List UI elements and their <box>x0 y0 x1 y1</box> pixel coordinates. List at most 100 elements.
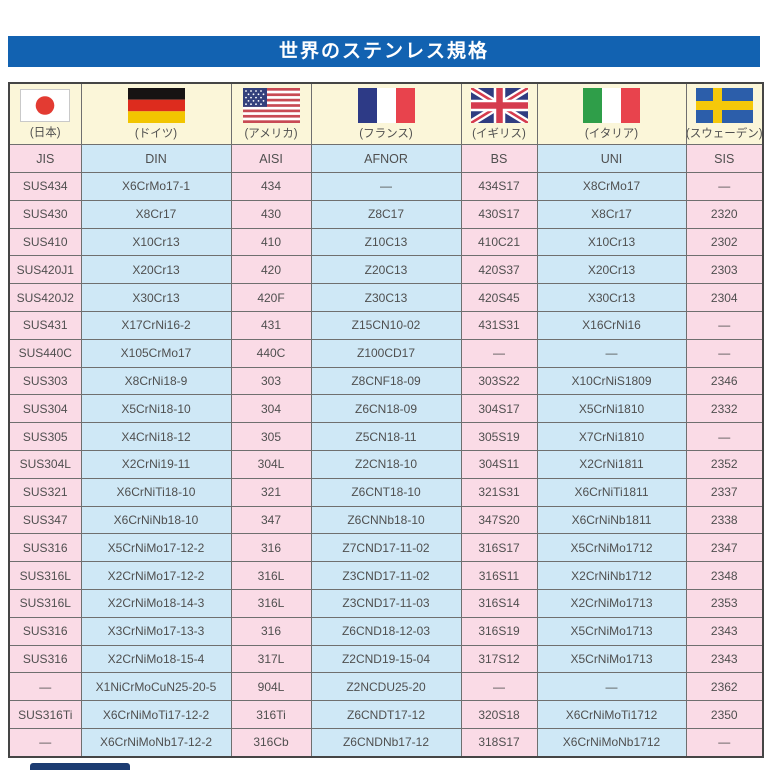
italy-flag-icon <box>583 87 640 123</box>
table-cell: 316S14 <box>460 588 538 618</box>
table-cell: X6CrMo17-1 <box>80 172 232 201</box>
table-cell: — <box>8 727 82 758</box>
table-cell: X30Cr13 <box>536 283 687 312</box>
table-cell: 316L <box>230 588 312 618</box>
country-label: (ドイツ) <box>134 127 178 140</box>
table-cell: Z3CND17-11-02 <box>310 561 462 590</box>
country-label: (イタリア) <box>584 127 639 140</box>
table-cell: X105CrMo17 <box>80 338 232 368</box>
table-cell: SUS304L <box>8 449 82 479</box>
table-cell: SUS316L <box>8 588 82 618</box>
table-row: SUS316 X5CrNiMo17-12-2 316 Z7CND17-11-02 316… <box>8 533 764 563</box>
table-cell: 2362 <box>685 672 764 702</box>
table-cell: X2CrNi19-11 <box>80 449 232 479</box>
table-cell: X6CrNiTi1811 <box>536 477 687 507</box>
table-cell: X10CrNiS1809 <box>536 366 687 396</box>
table-cell: 316S19 <box>460 616 538 646</box>
table-row: SUS430 X8Cr17 430 Z8C17 430S17 X8Cr17 2320 <box>8 199 764 229</box>
table-cell: 305 <box>230 422 312 451</box>
table-cell: 304 <box>230 394 312 424</box>
table-row: SUS305 X4CrNi18-12 305 Z5CN18-11 305S19 X7CrN… <box>8 422 764 451</box>
table-cell: Z8C17 <box>310 199 462 229</box>
table-cell: 303 <box>230 366 312 396</box>
table-cell: SUS305 <box>8 422 82 451</box>
table-cell: Z6CND18-12-03 <box>310 616 462 646</box>
table-cell: 316S11 <box>460 561 538 590</box>
table-cell: Z8CNF18-09 <box>310 366 462 396</box>
table-cell: X20Cr13 <box>80 255 232 285</box>
table-cell: 316 <box>230 616 312 646</box>
table-cell: 2346 <box>685 366 764 396</box>
table-row: SUS304 X5CrNi18-10 304 Z6CN18-09 304S17 X5CrN… <box>8 394 764 424</box>
table-cell: — <box>536 672 687 702</box>
standard-header-sis: SIS <box>685 144 764 173</box>
table-cell: 304S17 <box>460 394 538 424</box>
table-cell: 2350 <box>685 700 764 729</box>
table-cell: Z10C13 <box>310 227 462 257</box>
table-cell: 430 <box>230 199 312 229</box>
uk-flag-icon <box>468 84 530 126</box>
table-cell: X8Cr17 <box>80 199 232 229</box>
table-cell: SUS420J1 <box>8 255 82 285</box>
table-cell: X2CrNiMo18-15-4 <box>80 644 232 674</box>
table-row: SUS316L X2CrNiMo18-14-3 316L Z3CND17-11-03 3… <box>8 588 764 618</box>
table-cell: X5CrNi1810 <box>536 394 687 424</box>
table-cell: 2337 <box>685 477 764 507</box>
table-cell: X2CrNiMo1713 <box>536 588 687 618</box>
table-row: SUS316 X2CrNiMo18-15-4 317L Z2CND19-15-04 31… <box>8 644 764 674</box>
table-cell: 440C <box>230 338 312 368</box>
table-cell: X10Cr13 <box>80 227 232 257</box>
table-cell: 321 <box>230 477 312 507</box>
country-label: (日本) <box>29 126 61 139</box>
table-row: SUS440C X105CrMo17 440C Z100CD17— — — <box>8 338 764 368</box>
table-cell: — <box>685 310 764 340</box>
table-cell: 2352 <box>685 449 764 479</box>
table-cell: X2CrNiNb1712 <box>536 561 687 590</box>
table-cell: 2343 <box>685 616 764 646</box>
country-label: (イギリス) <box>472 127 526 140</box>
table-cell: Z6CNDT17-12 <box>310 700 462 729</box>
table-cell: 2304 <box>685 283 764 312</box>
table-cell: SUS316L <box>8 561 82 590</box>
country-header-cell: (ドイツ) <box>80 82 232 145</box>
standard-header-din: DIN <box>80 144 232 173</box>
table-cell: 2343 <box>685 644 764 674</box>
table-cell: — <box>685 338 764 368</box>
table-row: SUS431 X17CrNi16-2 431 Z15CN10-02 431S31 X16C… <box>8 310 764 340</box>
table-cell: 347S20 <box>460 505 538 535</box>
table-cell: SUS303 <box>8 366 82 396</box>
table-cell: X16CrNi16 <box>536 310 687 340</box>
table-cell: X6CrNiNb18-10 <box>80 505 232 535</box>
table-cell: 317L <box>230 644 312 674</box>
table-cell: 305S19 <box>460 422 538 451</box>
table-cell: X5CrNiMo17-12-2 <box>80 533 232 563</box>
table-cell: 317S12 <box>460 644 538 674</box>
country-header-cell: (フランス) <box>310 82 462 145</box>
table-cell: SUS316 <box>8 533 82 563</box>
standard-header-bs: BS <box>460 144 538 173</box>
table-cell: Z30C13 <box>310 283 462 312</box>
table-cell: — <box>685 422 764 451</box>
table-cell: — <box>8 672 82 702</box>
table-cell: 410C21 <box>460 227 538 257</box>
table-cell: 430S17 <box>460 199 538 229</box>
table-cell: 2302 <box>685 227 764 257</box>
stainless-standards-table: (日本) (ドイツ) (アメリカ) (フランス) (イギリス) (イタリア) (スウェーデン… <box>8 82 764 758</box>
table-cell: X1NiCrMoCuN25-20-5 <box>80 672 232 702</box>
table-cell: — <box>536 338 687 368</box>
table-cell: X6CrNiMoNb1712 <box>536 727 687 758</box>
table-cell: 2303 <box>685 255 764 285</box>
table-row: SUS321 X6CrNiTi18-10 321 Z6CNT18-10 321S31 X6… <box>8 477 764 507</box>
standard-header-jis: JIS <box>8 144 82 173</box>
table-cell: 320S18 <box>460 700 538 729</box>
table-cell: 420 <box>230 255 312 285</box>
table-cell: SUS316 <box>8 616 82 646</box>
table-cell: X10Cr13 <box>536 227 687 257</box>
table-cell: 431 <box>230 310 312 340</box>
table-cell: X4CrNi18-12 <box>80 422 232 451</box>
table-row: SUS434 X6CrMo17-1 434—434S17 X8CrMo17— <box>8 172 764 201</box>
table-cell: Z6CNT18-10 <box>310 477 462 507</box>
table-cell: 304L <box>230 449 312 479</box>
table-cell: Z2NCDU25-20 <box>310 672 462 702</box>
table-cell: 434S17 <box>460 172 538 201</box>
